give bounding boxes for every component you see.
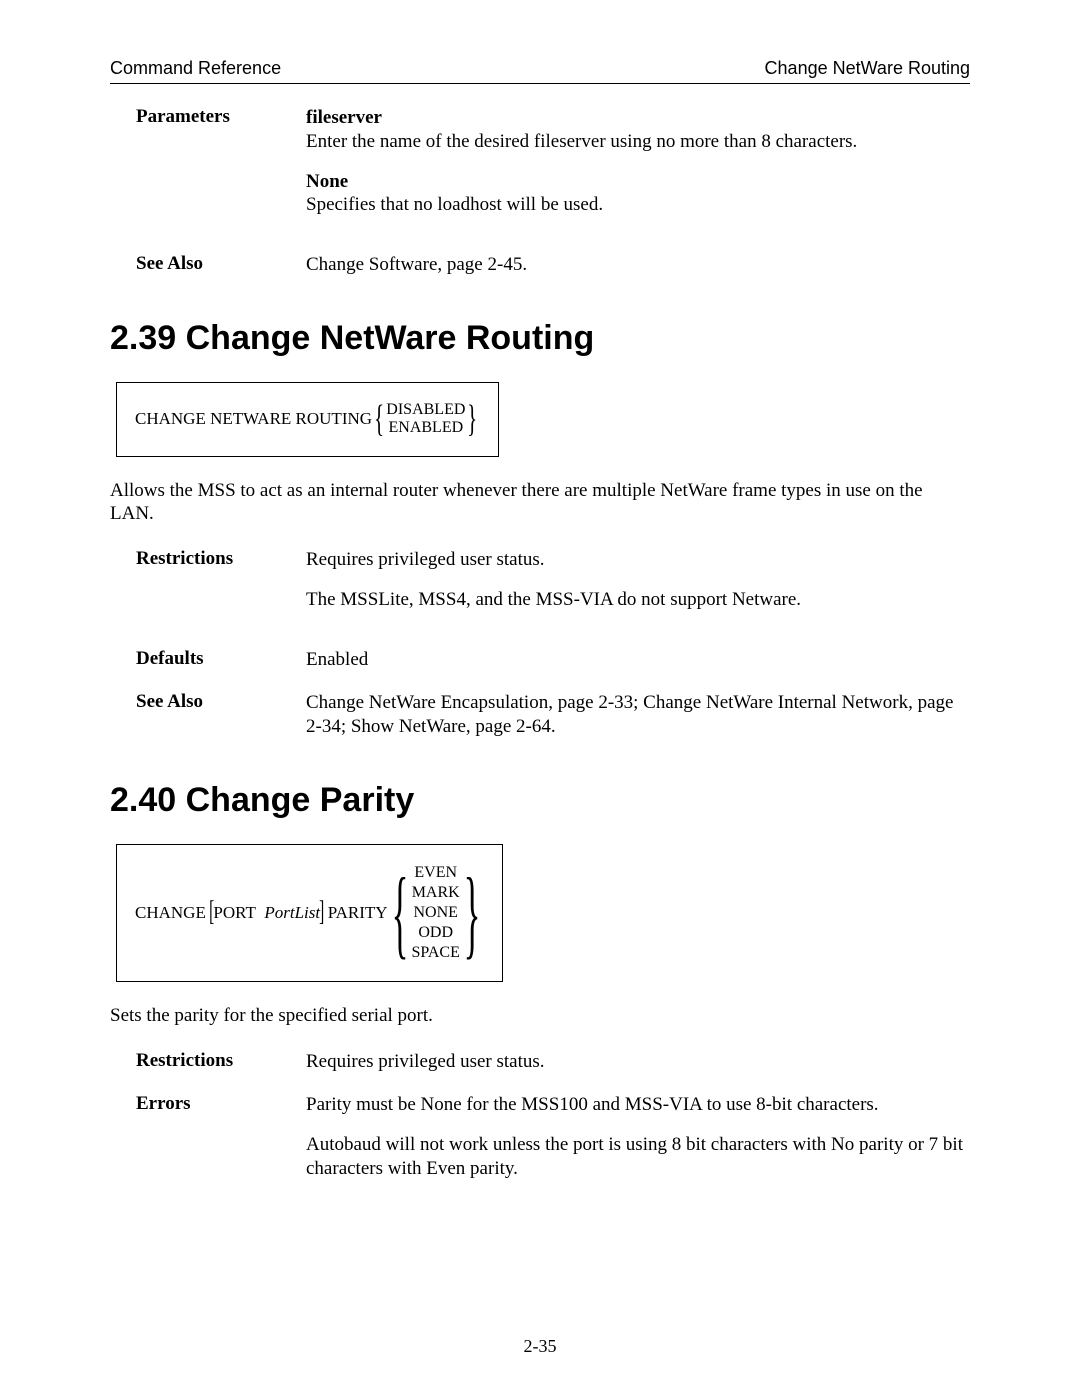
see-also-label: See Also [110, 691, 306, 713]
section-239-desc: Allows the MSS to act as an internal rou… [110, 479, 970, 527]
syntax-parity: PARITY [328, 903, 388, 923]
option: EVEN [414, 863, 457, 883]
close-brace-icon: } [463, 870, 480, 955]
parameters-label: Parameters [110, 106, 306, 128]
param-desc: Specifies that no loadhost will be used. [306, 194, 603, 215]
errors-row-240: Errors Parity must be None for the MSS10… [110, 1093, 970, 1196]
parameters-content: fileserver Enter the name of the desired… [306, 106, 970, 233]
see-also-content: Change NetWare Encapsulation, page 2-33;… [306, 691, 970, 739]
option: ODD [418, 923, 453, 943]
restrictions-label: Restrictions [110, 548, 306, 570]
section-239-title: 2.39 Change NetWare Routing [110, 319, 970, 358]
section-240-title: 2.40 Change Parity [110, 781, 970, 820]
see-also-label: See Also [110, 253, 306, 275]
open-bracket-icon: [ [209, 900, 214, 924]
syntax-portlist: PortList [264, 903, 320, 923]
close-brace-icon: } [467, 403, 477, 435]
option: NONE [413, 903, 457, 923]
restrictions-line1: Requires privileged user status. [306, 548, 970, 572]
option: MARK [412, 883, 460, 903]
restrictions-row-239: Restrictions Requires privileged user st… [110, 548, 970, 628]
close-bracket-icon: ] [319, 900, 324, 924]
defaults-content: Enabled [306, 648, 970, 672]
syntax-port: PORT [213, 903, 255, 923]
param-fileserver: fileserver Enter the name of the desired… [306, 106, 970, 154]
syntax-prefix-239: CHANGE NETWARE ROUTING [135, 409, 372, 429]
syntax-box-240: CHANGE [ PORT PortList ] PARITY { EVEN M… [116, 844, 503, 982]
header-right: Change NetWare Routing [765, 58, 970, 79]
page-number: 2-35 [0, 1336, 1080, 1357]
restrictions-line2: The MSSLite, MSS4, and the MSS-VIA do no… [306, 588, 970, 612]
option: SPACE [412, 943, 460, 963]
section-240-desc: Sets the parity for the specified serial… [110, 1004, 970, 1028]
see-also-content: Change Software, page 2-45. [306, 253, 970, 277]
option: DISABLED [386, 401, 465, 419]
see-also-row-239: See Also Change NetWare Encapsulation, p… [110, 691, 970, 739]
restrictions-content: Requires privileged user status. The MSS… [306, 548, 970, 628]
param-name: fileserver [306, 107, 382, 128]
parameters-row: Parameters fileserver Enter the name of … [110, 106, 970, 233]
restrictions-row-240: Restrictions Requires privileged user st… [110, 1050, 970, 1074]
syntax-inner-240: CHANGE [ PORT PortList ] PARITY { EVEN M… [135, 863, 484, 963]
option: ENABLED [389, 419, 464, 437]
defaults-row-239: Defaults Enabled [110, 648, 970, 672]
syntax-options-240: EVEN MARK NONE ODD SPACE [412, 863, 460, 963]
param-none: None Specifies that no loadhost will be … [306, 170, 970, 218]
param-name: None [306, 171, 348, 192]
restrictions-label: Restrictions [110, 1050, 306, 1072]
header-left: Command Reference [110, 58, 281, 79]
syntax-inner-239: CHANGE NETWARE ROUTING { DISABLED ENABLE… [135, 401, 480, 438]
top-parameters-block: Parameters fileserver Enter the name of … [110, 106, 970, 277]
see-also-row-top: See Also Change Software, page 2-45. [110, 253, 970, 277]
defaults-label: Defaults [110, 648, 306, 670]
errors-line2: Autobaud will not work unless the port i… [306, 1133, 970, 1181]
errors-line1: Parity must be None for the MSS100 and M… [306, 1093, 970, 1117]
errors-content: Parity must be None for the MSS100 and M… [306, 1093, 970, 1196]
syntax-options-239: DISABLED ENABLED [386, 401, 465, 438]
restrictions-content: Requires privileged user status. [306, 1050, 970, 1074]
open-brace-icon: { [374, 403, 384, 435]
errors-label: Errors [110, 1093, 306, 1115]
syntax-change: CHANGE [135, 903, 206, 923]
page-header: Command Reference Change NetWare Routing [110, 58, 970, 84]
document-page: Command Reference Change NetWare Routing… [0, 0, 1080, 1397]
open-brace-icon: { [391, 870, 408, 955]
syntax-box-239: CHANGE NETWARE ROUTING { DISABLED ENABLE… [116, 382, 499, 457]
param-desc: Enter the name of the desired fileserver… [306, 131, 857, 152]
